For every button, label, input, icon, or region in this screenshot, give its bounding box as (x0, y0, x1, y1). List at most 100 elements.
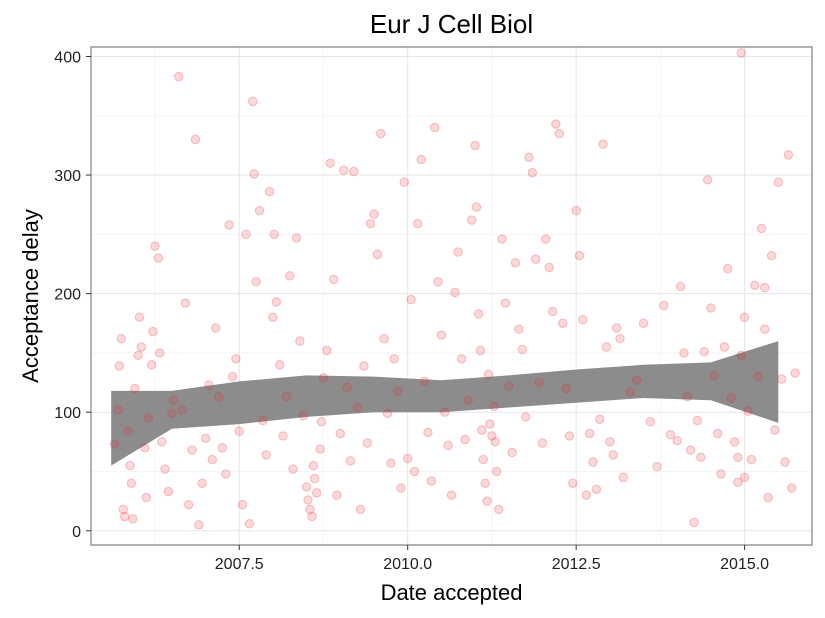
data-point (109, 439, 120, 449)
data-point (537, 438, 548, 448)
x-tick-label: 2015.0 (720, 556, 769, 573)
data-point (527, 168, 538, 178)
data-point (790, 368, 800, 378)
data-point (611, 323, 622, 333)
data-point (126, 478, 137, 488)
data-point (134, 312, 145, 322)
data-point (301, 482, 312, 492)
data-point (483, 369, 494, 379)
data-point (325, 158, 335, 168)
data-point (736, 350, 746, 360)
data-point (578, 315, 588, 325)
data-point (544, 262, 554, 273)
data-point (114, 361, 125, 371)
data-point (480, 478, 490, 488)
data-point (605, 437, 615, 447)
data-point (339, 165, 349, 176)
data-point (763, 492, 773, 503)
data-point (365, 219, 376, 229)
data-point (184, 500, 194, 510)
data-point (113, 405, 123, 415)
data-point (271, 297, 281, 307)
data-point (342, 382, 352, 392)
data-point (760, 283, 770, 293)
data-point (746, 454, 757, 465)
data-point (316, 417, 327, 427)
data-point (460, 434, 470, 445)
x-axis-ticks: 2007.5 2010.0 2012.5 2015.0 (215, 545, 769, 573)
data-point (500, 298, 511, 308)
data-point (413, 219, 423, 229)
data-point (288, 464, 298, 474)
data-point (739, 472, 750, 483)
data-point (482, 496, 492, 506)
data-point (352, 402, 362, 413)
data-point (719, 342, 730, 352)
data-point (440, 407, 450, 417)
data-point (168, 395, 178, 405)
smooth-band (111, 341, 779, 466)
data-point (632, 375, 642, 385)
data-point (269, 229, 279, 240)
data-point (739, 312, 750, 322)
data-point (173, 71, 184, 82)
y-tick-label: 300 (54, 168, 81, 185)
data-point (692, 415, 703, 426)
data-point (140, 443, 150, 453)
data-point (399, 177, 409, 187)
data-point (386, 458, 396, 468)
y-axis-title: Acceptance delay (18, 209, 43, 383)
data-point (547, 306, 558, 317)
data-point (155, 348, 165, 358)
data-point (564, 431, 575, 441)
data-point (541, 234, 551, 244)
data-point (450, 287, 460, 298)
data-point (116, 334, 127, 344)
x-axis-title: Date accepted (381, 580, 523, 605)
data-point (558, 318, 568, 328)
data-point (120, 511, 130, 522)
data-point (307, 511, 317, 522)
data-point (568, 478, 578, 488)
data-point (224, 220, 234, 230)
data-point (291, 233, 302, 243)
data-point (686, 445, 696, 455)
data-point (618, 472, 628, 483)
data-point (608, 450, 618, 460)
data-point (689, 517, 699, 528)
data-point (332, 490, 342, 500)
y-tick-label: 200 (54, 287, 81, 304)
data-point (716, 469, 726, 479)
data-point (244, 519, 255, 529)
data-point (207, 454, 218, 465)
data-point (453, 247, 463, 257)
data-point (211, 323, 221, 333)
data-point (248, 96, 258, 107)
data-point (133, 350, 143, 360)
data-point (150, 241, 160, 251)
data-point (231, 354, 241, 364)
data-point (125, 460, 135, 471)
data-point (659, 300, 669, 311)
data-point (143, 413, 154, 423)
data-point (478, 454, 488, 465)
data-point (298, 411, 308, 421)
data-point (430, 122, 440, 133)
data-point (416, 154, 426, 165)
data-point (237, 500, 248, 510)
data-point (423, 427, 433, 438)
data-point (403, 453, 413, 464)
data-point (264, 187, 275, 197)
data-point (221, 469, 231, 479)
data-point (534, 377, 544, 388)
data-point (157, 437, 167, 447)
data-point (491, 466, 502, 477)
data-point (561, 383, 571, 394)
data-point (507, 447, 517, 458)
data-point (446, 490, 457, 500)
data-point (355, 504, 366, 515)
data-point (736, 48, 746, 58)
data-point (723, 264, 733, 274)
data-point (581, 490, 591, 500)
